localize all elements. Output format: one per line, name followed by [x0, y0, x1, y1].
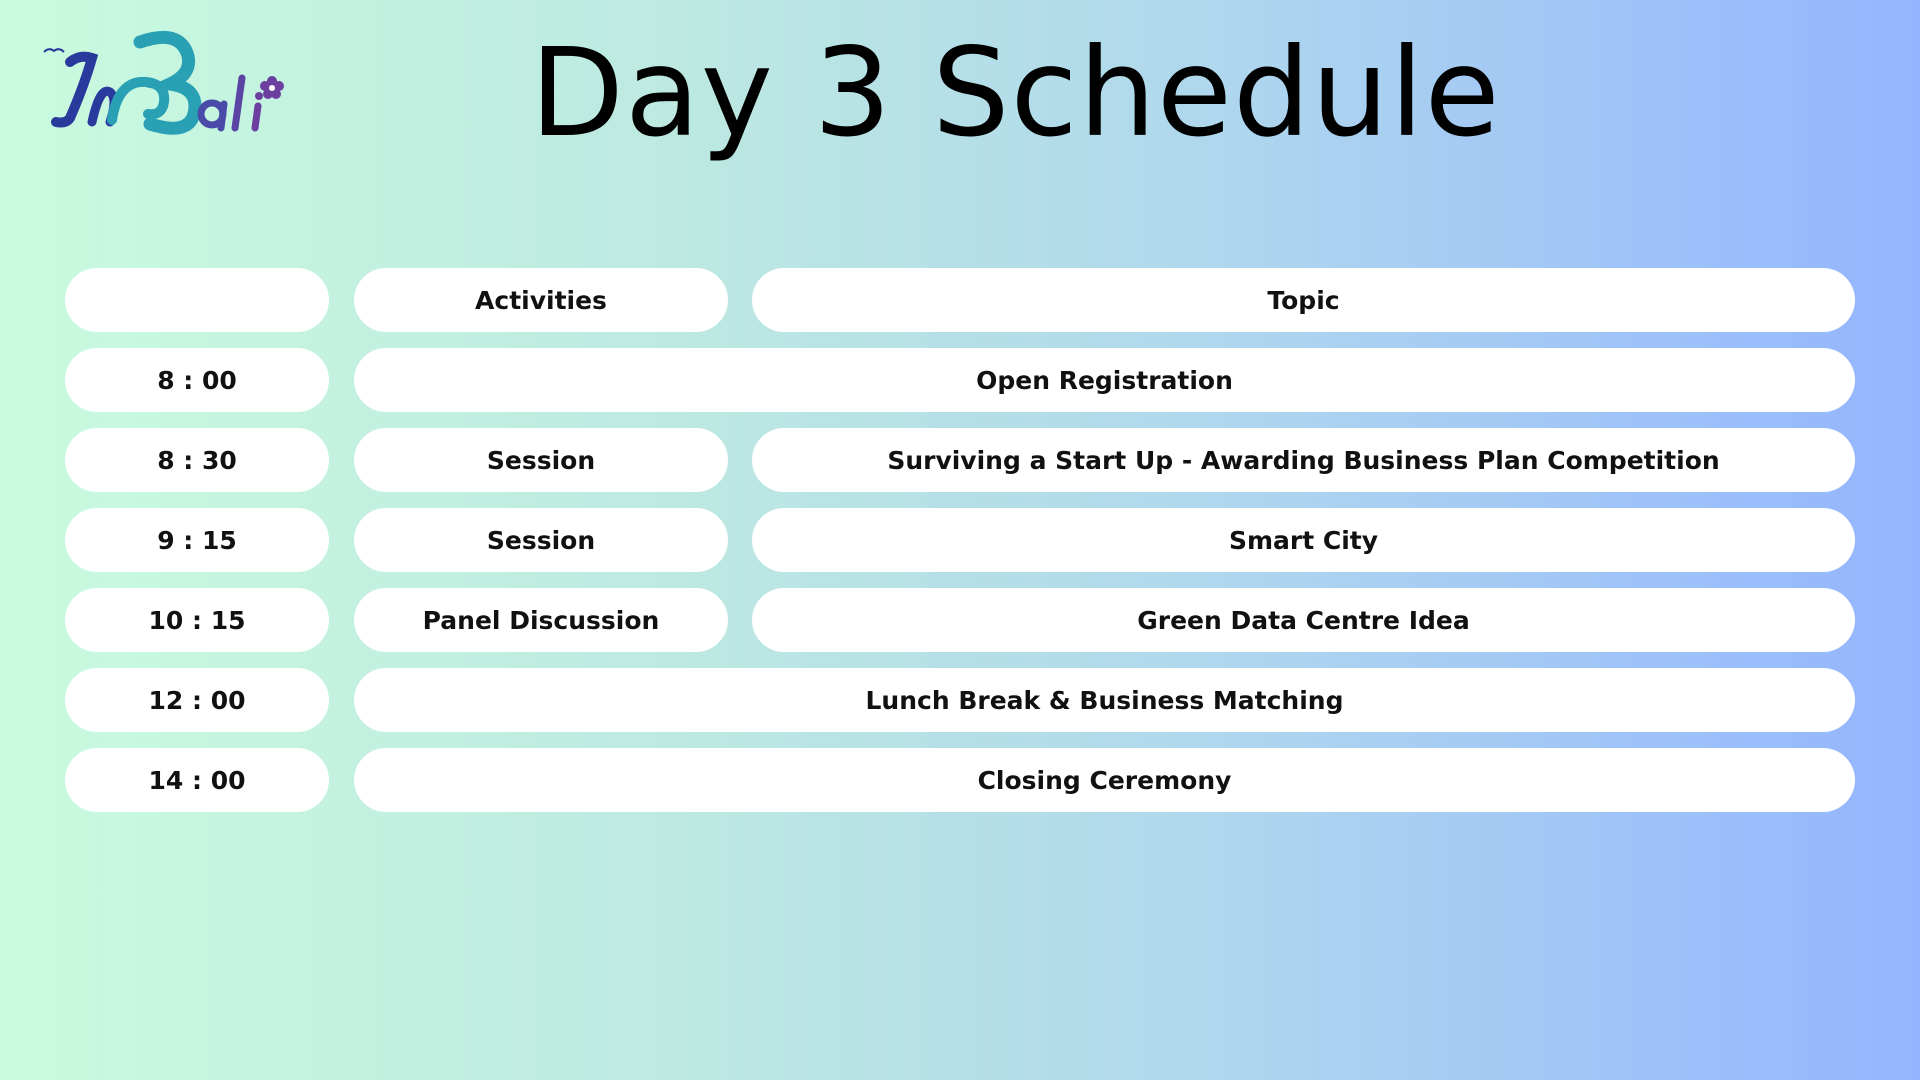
topic-cell: Surviving a Start Up - Awarding Business…	[752, 428, 1855, 492]
activity-cell: Session	[354, 508, 728, 572]
header-activities-cell: Activities	[354, 268, 728, 332]
time-cell: 10 : 15	[65, 588, 329, 652]
header-row: Activities Topic	[65, 268, 1855, 332]
topic-cell: Green Data Centre Idea	[752, 588, 1855, 652]
time-cell: 14 : 00	[65, 748, 329, 812]
time-cell: 8 : 00	[65, 348, 329, 412]
time-cell: 12 : 00	[65, 668, 329, 732]
schedule-row: 8 : 30 Session Surviving a Start Up - Aw…	[65, 428, 1855, 492]
schedule-row: 14 : 00 Closing Ceremony	[65, 748, 1855, 812]
schedule-row: 8 : 00 Open Registration	[65, 348, 1855, 412]
topic-cell: Smart City	[752, 508, 1855, 572]
header-topic-cell: Topic	[752, 268, 1855, 332]
inbali-logo-mark	[43, 30, 284, 135]
time-cell: 9 : 15	[65, 508, 329, 572]
time-cell: 8 : 30	[65, 428, 329, 492]
event-cell: Lunch Break & Business Matching	[354, 668, 1855, 732]
page-title: Day 3 Schedule	[530, 22, 1501, 164]
schedule-table: Activities Topic 8 : 00 Open Registratio…	[65, 268, 1855, 828]
event-cell: Open Registration	[354, 348, 1855, 412]
activity-cell: Session	[354, 428, 728, 492]
inbali-logo	[30, 22, 290, 142]
activity-cell: Panel Discussion	[354, 588, 728, 652]
header-time-cell	[65, 268, 329, 332]
event-cell: Closing Ceremony	[354, 748, 1855, 812]
schedule-row: 12 : 00 Lunch Break & Business Matching	[65, 668, 1855, 732]
schedule-row: 10 : 15 Panel Discussion Green Data Cent…	[65, 588, 1855, 652]
schedule-row: 9 : 15 Session Smart City	[65, 508, 1855, 572]
